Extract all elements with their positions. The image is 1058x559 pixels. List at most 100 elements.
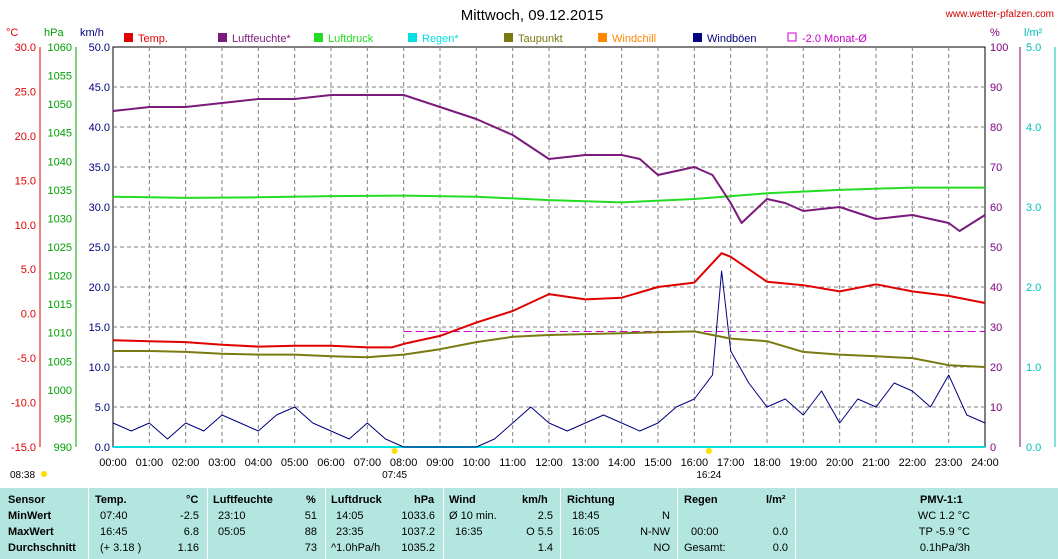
legend-label: Luftdruck bbox=[328, 33, 374, 45]
temp-unit-label: °C bbox=[6, 27, 18, 39]
pressure-tick-label: 1040 bbox=[48, 156, 72, 168]
series-line-luftfeuchte bbox=[112, 94, 986, 232]
legend-label: Windböen bbox=[707, 33, 757, 45]
temp-tick-label: 10.0 bbox=[15, 220, 36, 232]
temp-tick-label: 0.0 bbox=[21, 309, 36, 321]
series-line-windböen bbox=[112, 270, 986, 448]
axis-ticks: 30.0 25.0 20.0 15.0 10.0 5.0 0.0 -5.0 -10.0 -15.0… bbox=[11, 42, 1056, 469]
sunset-marker bbox=[705, 448, 712, 454]
legend: Temp. Luftfeuchte* Luftdruck Regen* Taupunkt… bbox=[124, 32, 867, 45]
wind-tick-label: 45.0 bbox=[89, 82, 110, 94]
header-sensor: Sensor bbox=[8, 494, 46, 506]
wind-tick-label: 50.0 bbox=[89, 42, 110, 54]
legend-item: Luftdruck bbox=[314, 33, 374, 45]
series-line-luftdruck bbox=[112, 186, 985, 204]
time-tick-label: 05:00 bbox=[281, 457, 309, 469]
temp-tick-label: 5.0 bbox=[21, 264, 36, 276]
pressure-time: ^1.0hPa/h bbox=[331, 542, 381, 554]
legend-item: Taupunkt bbox=[504, 33, 563, 45]
temp-time: 16:45 bbox=[100, 526, 128, 538]
header-temp: Temp. bbox=[95, 494, 127, 506]
series-group bbox=[112, 94, 986, 448]
time-tick-label: 12:00 bbox=[535, 457, 563, 469]
rain-time: Gesamt: bbox=[684, 542, 726, 554]
chart-title: Mittwoch, 09.12.2015 bbox=[461, 7, 604, 24]
humidity-tick-label: 70 bbox=[990, 162, 1002, 174]
pressure-tick-label: 995 bbox=[54, 413, 72, 425]
time-tick-label: 19:00 bbox=[790, 457, 818, 469]
legend-label: Regen* bbox=[422, 33, 459, 45]
direction-time: 16:05 bbox=[572, 526, 600, 538]
time-tick-label: 22:00 bbox=[899, 457, 927, 469]
column-separator bbox=[560, 488, 561, 559]
humidity-tick-label: 80 bbox=[990, 122, 1002, 134]
time-tick-label: 08:00 bbox=[390, 457, 418, 469]
stats-row-avg: Durchschnitt (+ 3.18 ) 1.16 73 ^1.0hPa/h… bbox=[0, 540, 1058, 556]
direction-value: NO bbox=[653, 542, 671, 554]
temp-tick-label: 20.0 bbox=[15, 131, 36, 143]
wind-time: 16:35 bbox=[455, 526, 483, 538]
legend-swatch bbox=[408, 33, 417, 42]
pressure-tick-label: 1000 bbox=[48, 385, 72, 397]
legend-swatch bbox=[218, 33, 227, 42]
humidity-tick-label: 30 bbox=[990, 322, 1002, 334]
pmv-value: 0.1hPa/3h bbox=[919, 542, 970, 554]
rain-value: 0.0 bbox=[772, 526, 788, 538]
wind-tick-label: 10.0 bbox=[89, 362, 110, 374]
pressure-tick-label: 1055 bbox=[48, 71, 72, 83]
header-pressure-unit: hPa bbox=[414, 494, 435, 506]
sunrise-marker bbox=[391, 448, 398, 454]
humidity-tick-label: 50 bbox=[990, 242, 1002, 254]
temp-tick-label: 30.0 bbox=[15, 42, 36, 54]
humidity-tick-label: 100 bbox=[990, 42, 1008, 54]
time-tick-label: 20:00 bbox=[826, 457, 854, 469]
pressure-value: 1033.6 bbox=[401, 510, 435, 522]
time-tick-label: 02:00 bbox=[172, 457, 200, 469]
temp-tick-label: -15.0 bbox=[11, 442, 36, 454]
wind-tick-label: 40.0 bbox=[89, 122, 110, 134]
legend-swatch bbox=[124, 33, 133, 42]
time-tick-label: 13:00 bbox=[572, 457, 600, 469]
time-tick-label: 00:00 bbox=[99, 457, 127, 469]
time-tick-label: 10:00 bbox=[463, 457, 491, 469]
legend-swatch bbox=[314, 33, 323, 42]
pressure-tick-label: 1025 bbox=[48, 242, 72, 254]
rain-value: 0.0 bbox=[772, 542, 788, 554]
series-line-taupunkt bbox=[113, 330, 986, 368]
time-tick-label: 18:00 bbox=[753, 457, 781, 469]
pressure-tick-label: 1010 bbox=[48, 328, 72, 340]
rain-tick-label: 3.0 bbox=[1026, 202, 1041, 214]
column-separator bbox=[795, 488, 796, 559]
site-link[interactable]: www.wetter-pfalzen.com bbox=[945, 9, 1054, 20]
temp-tick-label: 25.0 bbox=[15, 86, 36, 98]
wind-tick-label: 30.0 bbox=[89, 202, 110, 214]
humidity-tick-label: 60 bbox=[990, 202, 1002, 214]
wind-tick-label: 20.0 bbox=[89, 282, 110, 294]
legend-item: Temp. bbox=[124, 33, 168, 45]
rain-tick-label: 1.0 bbox=[1026, 362, 1041, 374]
header-direction: Richtung bbox=[567, 494, 615, 506]
humidity-tick-label: 10 bbox=[990, 402, 1002, 414]
pressure-time: 14:05 bbox=[336, 510, 364, 522]
temp-tick-label: -5.0 bbox=[17, 353, 36, 365]
pressure-tick-label: 1060 bbox=[48, 42, 72, 54]
time-tick-label: 01:00 bbox=[136, 457, 164, 469]
wind-value: 1.4 bbox=[537, 542, 553, 554]
sunset-label: 16:24 bbox=[696, 470, 721, 481]
legend-swatch bbox=[693, 33, 702, 42]
time-tick-label: 04:00 bbox=[245, 457, 273, 469]
time-tick-label: 24:00 bbox=[971, 457, 999, 469]
header-wind: Wind bbox=[449, 494, 476, 506]
rain-tick-label: 2.0 bbox=[1026, 282, 1041, 294]
column-separator bbox=[677, 488, 678, 559]
update-sun-icon bbox=[41, 471, 47, 477]
temp-time: 07:40 bbox=[100, 510, 128, 522]
temp-time: (+ 3.18 ) bbox=[100, 542, 142, 554]
legend-item: Windchill bbox=[598, 33, 656, 45]
pressure-tick-label: 1020 bbox=[48, 271, 72, 283]
time-tick-label: 11:00 bbox=[499, 457, 526, 469]
time-tick-label: 21:00 bbox=[862, 457, 890, 469]
humidity-tick-label: 40 bbox=[990, 282, 1002, 294]
humidity-value: 73 bbox=[304, 542, 317, 554]
sun-markers: 07:45 16:24 08:38 bbox=[10, 448, 722, 481]
